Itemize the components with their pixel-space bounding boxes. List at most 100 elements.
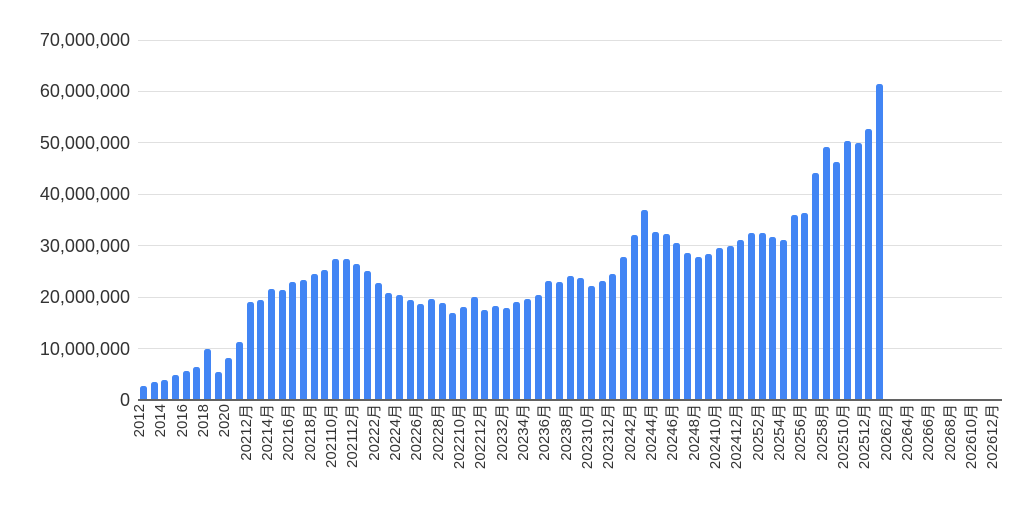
y-axis-tick-label: 20,000,000: [39, 287, 130, 308]
bar: [641, 209, 649, 400]
bar: [331, 259, 339, 400]
bar: [715, 248, 723, 400]
bar: [747, 233, 755, 400]
bar: [278, 290, 286, 400]
x-axis-tick-label: 20242月: [621, 404, 639, 461]
bar: [662, 234, 670, 400]
bar: [481, 310, 489, 400]
bar: [577, 278, 585, 400]
x-axis-tick-label: 20222月: [365, 404, 383, 461]
y-axis-tick-label: 0: [119, 390, 130, 410]
bar: [353, 263, 361, 400]
x-axis-tick-label: 20218月: [301, 404, 319, 461]
x-axis-tick-label: 20216月: [280, 404, 298, 461]
gridline: [138, 39, 1002, 41]
bar: [182, 371, 190, 400]
bar: [779, 239, 787, 400]
x-axis-line: [138, 398, 1002, 401]
x-axis-tick-label: 20234月: [514, 404, 532, 461]
x-axis-tick-label: 202412月: [728, 404, 746, 470]
bar: [737, 239, 745, 400]
bar: [673, 243, 681, 400]
bar: [513, 302, 521, 400]
bar: [523, 298, 531, 400]
bar: [363, 270, 371, 400]
x-axis-tick-label: 20238月: [557, 404, 575, 461]
bar: [833, 162, 841, 400]
bar: [459, 306, 467, 400]
x-axis-tick-label: 20256月: [792, 404, 810, 461]
bar: [150, 382, 158, 400]
bar: [726, 246, 734, 400]
x-axis-tick-label: 2012: [130, 404, 148, 438]
bar: [545, 280, 553, 400]
x-axis-tick-label: 2020: [216, 404, 234, 438]
x-axis-tick-label: 20246月: [664, 404, 682, 461]
bar: [619, 256, 627, 400]
bar: [427, 299, 435, 400]
gridline: [138, 90, 1002, 92]
x-axis-tick-label: 20266月: [920, 404, 938, 461]
x-axis-tick-label: 2016: [173, 404, 191, 438]
x-axis-tick-label: 202612月: [984, 404, 1002, 470]
gridline: [138, 142, 1002, 144]
x-axis-tick-label: 20214月: [258, 404, 276, 461]
x-axis-tick-label: 202510月: [834, 404, 852, 470]
bar: [406, 299, 414, 400]
x-axis-tick-label: 20244月: [642, 404, 660, 461]
x-axis-tick-label: 202512月: [856, 404, 874, 470]
bar: [758, 233, 766, 400]
bar: [161, 380, 169, 400]
bar: [193, 366, 201, 400]
bar: [790, 214, 798, 400]
bar: [267, 288, 275, 400]
x-axis-tick-label: 20228月: [429, 404, 447, 461]
gridline: [138, 245, 1002, 247]
bar: [630, 235, 638, 400]
x-axis-tick-label: 202210月: [450, 404, 468, 470]
bar: [214, 371, 222, 400]
y-axis-tick-label: 50,000,000: [39, 132, 130, 153]
bar: [843, 140, 851, 400]
bar: [289, 281, 297, 400]
bar: [491, 305, 499, 400]
bar: [555, 281, 563, 400]
x-axis-tick-label: 20264月: [898, 404, 916, 461]
bar: [865, 129, 873, 400]
bar: [203, 348, 211, 400]
x-axis-tick-label: 20268月: [941, 404, 959, 461]
bar: [502, 307, 510, 400]
bar: [395, 295, 403, 400]
x-axis-tick-label: 20232月: [493, 404, 511, 461]
x-axis-tick-label: 20226月: [408, 404, 426, 461]
x-axis-tick-label: 202212月: [472, 404, 490, 470]
bar: [598, 281, 606, 400]
bar: [854, 142, 862, 400]
bar: [609, 274, 617, 400]
bar: [449, 312, 457, 400]
x-axis-tick-label: 20212月: [237, 404, 255, 461]
gridline: [138, 193, 1002, 195]
bar: [171, 374, 179, 400]
bar: [257, 299, 265, 400]
bar: [299, 280, 307, 400]
bar: [225, 357, 233, 400]
y-axis-tick-label: 70,000,000: [39, 30, 130, 50]
bar: [246, 301, 254, 400]
bar: [651, 232, 659, 400]
bar: [235, 342, 243, 400]
bar: [801, 212, 809, 400]
bar: [139, 385, 147, 400]
bar: [587, 286, 595, 400]
y-axis-tick-label: 40,000,000: [39, 184, 130, 205]
bar: [321, 270, 329, 400]
bar: [769, 236, 777, 400]
y-axis-tick-label: 60,000,000: [39, 81, 130, 102]
y-axis-tick-label: 10,000,000: [39, 338, 130, 359]
bar: [470, 296, 478, 400]
bar: [534, 294, 542, 400]
x-axis-tick-label: 20262月: [877, 404, 895, 461]
x-axis-tick-label: 202312月: [600, 404, 618, 470]
bar: [811, 172, 819, 400]
